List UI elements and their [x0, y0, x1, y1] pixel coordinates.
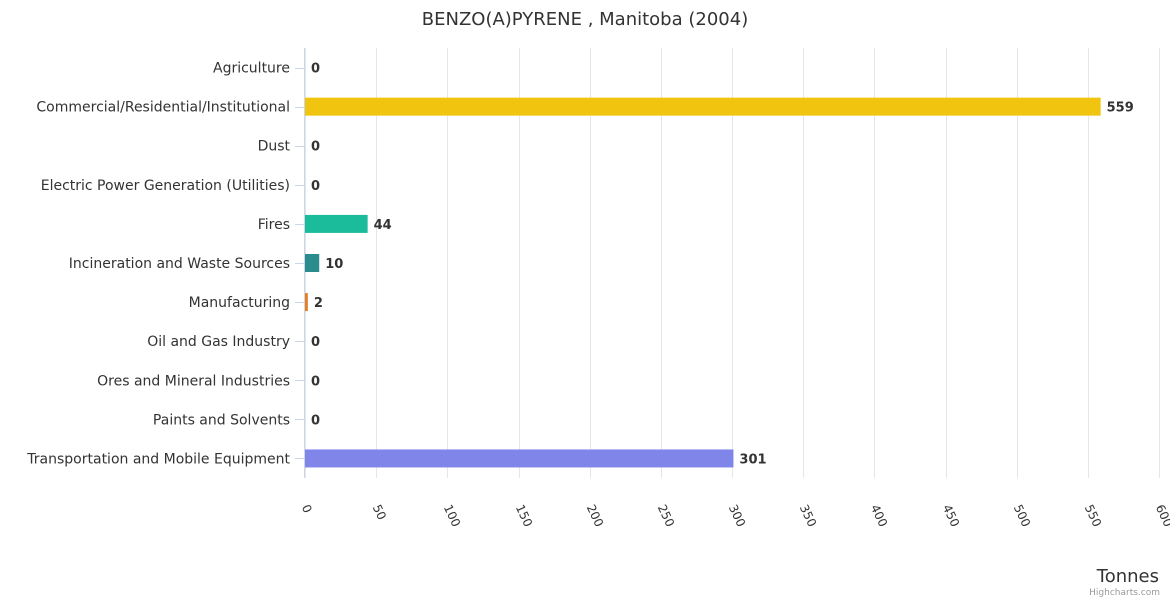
category-label: Manufacturing	[189, 295, 290, 311]
category-label: Commercial/Residential/Institutional	[36, 100, 290, 116]
category-label: Ores and Mineral Industries	[97, 373, 290, 389]
x-tick-label: 100	[441, 502, 463, 529]
bar[interactable]	[305, 97, 1101, 116]
x-tick-label: 600	[1153, 502, 1170, 529]
bar[interactable]	[305, 449, 734, 468]
x-tick-label: 500	[1011, 502, 1033, 529]
chart-title: BENZO(A)PYRENE , Manitoba (2004)	[422, 9, 748, 30]
category-label: Electric Power Generation (Utilities)	[41, 178, 290, 194]
category-label: Oil and Gas Industry	[147, 334, 290, 350]
category-label: Incineration and Waste Sources	[69, 256, 290, 272]
x-tick-label: 400	[868, 502, 890, 529]
x-tick-label: 550	[1082, 502, 1104, 529]
data-label: 559	[1107, 101, 1134, 116]
category-label: Agriculture	[213, 61, 290, 77]
data-label: 10	[325, 257, 343, 272]
data-label: 0	[311, 335, 320, 350]
x-tick-label: 300	[726, 502, 748, 529]
data-label: 2	[314, 296, 323, 311]
data-labels: 0 559 0 0 44 10 2 0 0 0 301	[311, 62, 1134, 468]
data-label: 0	[311, 140, 320, 155]
bar[interactable]	[305, 254, 320, 272]
data-label: 0	[311, 374, 320, 389]
x-tick-label: 250	[655, 502, 677, 529]
x-tick-label: 50	[370, 502, 389, 522]
data-label: 0	[311, 179, 320, 194]
x-tick-label: 450	[940, 502, 962, 529]
value-axis-tick-labels: 0 50 100 150 200 250 300 350 400 450 500 550 600	[299, 502, 1170, 529]
x-axis-title: Tonnes	[1096, 566, 1159, 587]
data-label: 0	[311, 413, 320, 428]
x-tick-label: 200	[584, 502, 606, 529]
data-label: 44	[374, 218, 392, 233]
category-axis-labels: Agriculture Commercial/Residential/Instit…	[26, 61, 290, 468]
category-label: Paints and Solvents	[153, 412, 290, 428]
credits-link[interactable]: Highcharts.com	[1089, 588, 1160, 598]
data-label: 301	[739, 452, 766, 467]
x-tick-label: 350	[797, 502, 819, 529]
category-label: Transportation and Mobile Equipment	[26, 451, 290, 467]
bar[interactable]	[305, 293, 308, 312]
grid-lines	[295, 48, 1160, 478]
bar[interactable]	[305, 214, 368, 233]
data-label: 0	[311, 62, 320, 77]
x-tick-label: 150	[513, 502, 535, 529]
bar-series	[305, 97, 1101, 468]
category-label: Fires	[258, 217, 290, 233]
category-label: Dust	[258, 139, 291, 155]
x-tick-label: 0	[299, 502, 315, 515]
